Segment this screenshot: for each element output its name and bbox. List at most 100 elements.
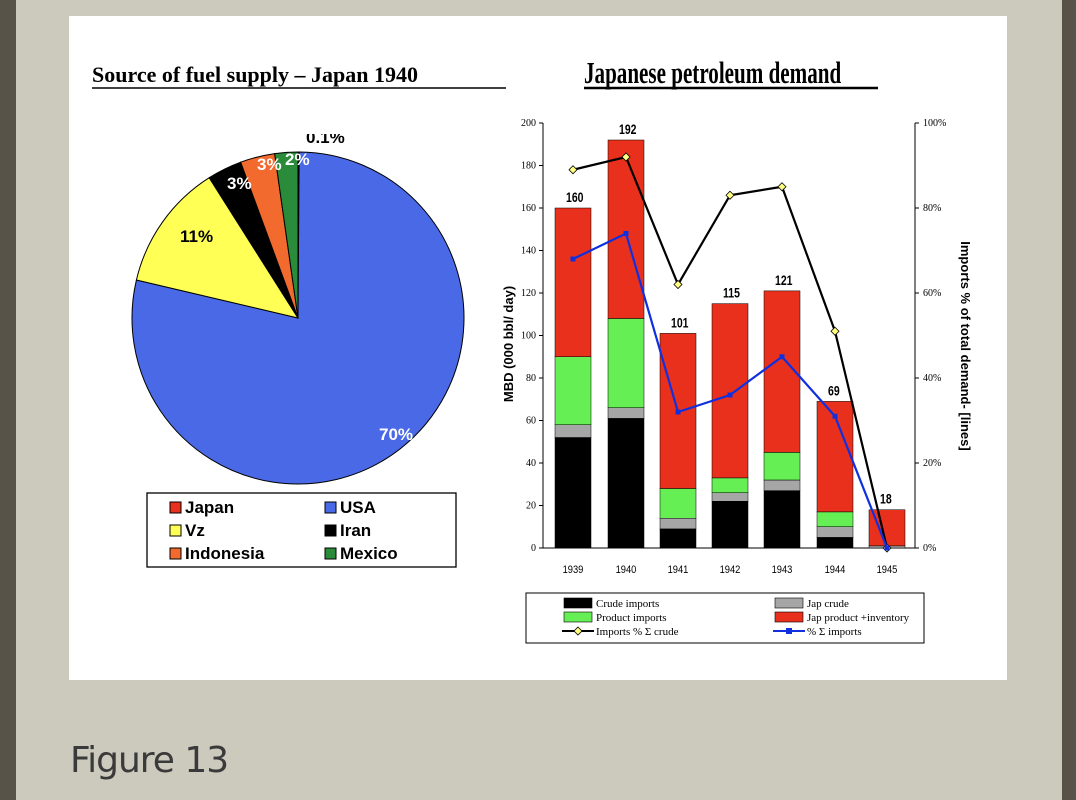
pie-label-usa: 70% <box>379 425 413 444</box>
x-tick-label-1944: 1944 <box>825 564 846 576</box>
bar-segment-jap-crude-1942 <box>711 492 749 502</box>
y-tick-label: 40 <box>526 458 536 469</box>
line-point-imports-total-1941 <box>675 409 681 415</box>
bar-segment-jap-crude-1944 <box>816 526 854 538</box>
line-point-imports-total-1942 <box>727 392 733 398</box>
pie-legend-label-indonesia: Indonesia <box>185 544 265 563</box>
y-tick-label: 20 <box>526 501 536 512</box>
bar-legend-swatch-product-imports <box>563 611 593 623</box>
bar-segment-product-imports-1944 <box>816 511 854 527</box>
y-tick-label: 80 <box>526 373 536 384</box>
pie-label-vz: 11% <box>180 227 213 246</box>
bar-segment-jap-product-inventory-1939 <box>554 207 592 357</box>
pie-legend-swatch-vz <box>169 524 182 537</box>
x-tick-label-1939: 1939 <box>563 564 584 576</box>
y2-axis-label: Imports % of total demand- [lines] <box>958 241 973 450</box>
line-point-imports-crude-1941 <box>673 279 683 290</box>
bar-segment-jap-product-inventory-1940 <box>607 139 645 319</box>
pie-legend-label-mexico: Mexico <box>340 544 398 563</box>
bar-segment-jap-product-inventory-1942 <box>711 303 749 479</box>
bar-legend-swatch-jap-crude <box>774 597 804 609</box>
bar-legend-label-crude-imports: Crude imports <box>596 598 659 610</box>
bar-segment-product-imports-1939 <box>554 356 592 425</box>
y2-tick-label: 0% <box>923 543 936 554</box>
y2-tick-label: 60% <box>923 288 941 299</box>
line-point-imports-total-1945 <box>884 545 890 551</box>
y-tick-label: 100 <box>521 331 536 342</box>
bar-segment-jap-crude-1940 <box>607 407 645 419</box>
bar-segment-product-imports-1943 <box>763 452 801 481</box>
pie-legend-label-usa: USA <box>340 498 376 517</box>
line-point-imports-crude-1942 <box>725 190 735 200</box>
y2-tick-label: 40% <box>923 373 941 384</box>
bar-legend-label-jap-crude: Jap crude <box>807 598 849 610</box>
y2-tick-label: 80% <box>923 203 941 214</box>
pie-legend-swatch-usa <box>324 501 337 514</box>
y-tick-label: 160 <box>521 203 536 214</box>
bar-segment-jap-crude-1943 <box>763 479 801 491</box>
x-tick-label-1943: 1943 <box>772 564 793 576</box>
bar-segment-jap-product-inventory-1944 <box>816 401 854 513</box>
line-point-imports-total-1943 <box>779 354 785 360</box>
figure-card: Source of fuel supply – Japan 1940 0.1% 70… <box>69 16 1007 680</box>
bar-total-label-1943: 121 <box>775 272 793 288</box>
x-tick-label-1945: 1945 <box>877 564 898 576</box>
bar-legend-swatch-crude-imports <box>563 597 593 609</box>
pie-legend-swatch-japan <box>169 501 182 514</box>
line-point-imports-crude-1940 <box>621 152 631 162</box>
bar-total-label-1940: 192 <box>619 122 637 138</box>
pie-legend-label-vz: Vz <box>185 521 205 540</box>
line-point-imports-crude-1939 <box>568 165 578 175</box>
bar-total-label-1944: 69 <box>828 383 840 399</box>
bar-legend-box <box>525 592 925 644</box>
pie-legend-label-iran: Iran <box>340 521 371 540</box>
y-tick-label: 120 <box>521 288 536 299</box>
pie-legend-swatch-mexico <box>324 547 337 560</box>
y-tick-label: 140 <box>521 246 536 257</box>
y-axis-label: MBD (000 bbl/ day) <box>501 286 516 402</box>
pie-legend-swatch-iran <box>324 524 337 537</box>
pie-legend-label-japan: Japan <box>185 498 234 517</box>
bar-legend-swatch-jap-product-inventory <box>774 611 804 623</box>
y2-tick-label: 20% <box>923 458 941 469</box>
bar-segment-product-imports-1940 <box>607 318 645 408</box>
pie-label-indonesia: 3% <box>257 155 282 174</box>
pie-label-mexico: 2% <box>285 150 310 169</box>
y-tick-label: 60 <box>526 416 536 427</box>
figure-caption: Figure 13 <box>70 740 229 781</box>
bar-segment-crude-imports-1940 <box>607 418 645 549</box>
bar-total-label-1939: 160 <box>566 190 584 206</box>
bar-total-label-1942: 115 <box>723 285 740 301</box>
y-tick-label: 200 <box>521 118 536 129</box>
bar-title: Japanese petroleum demand <box>584 55 841 90</box>
pie-group <box>131 151 465 485</box>
bar-segment-crude-imports-1941 <box>659 528 697 549</box>
x-tick-label-1942: 1942 <box>720 564 741 576</box>
line-point-imports-total-1944 <box>832 413 838 419</box>
line-point-imports-crude-1944 <box>830 326 840 336</box>
bar-total-label-1945: 18 <box>880 491 892 507</box>
bar-segment-crude-imports-1943 <box>763 490 801 549</box>
bar-segment-crude-imports-1942 <box>711 501 749 549</box>
line-point-imports-total-1939 <box>570 256 576 262</box>
y-tick-label: 180 <box>521 161 536 172</box>
x-tick-label-1941: 1941 <box>668 564 689 576</box>
bar-total-label-1941: 101 <box>671 315 689 331</box>
pie-label-iran: 3% <box>227 174 252 193</box>
pie-slice-mexico <box>274 151 299 319</box>
bar-segment-crude-imports-1939 <box>554 437 592 549</box>
bar-legend-label-jap-product-inventory: Jap product +inventory <box>807 612 910 624</box>
bar-segment-jap-crude-1939 <box>554 424 592 438</box>
y-tick-label: 0 <box>531 543 536 554</box>
y2-tick-label: 100% <box>923 118 946 129</box>
line-point-imports-total-1940 <box>623 231 629 236</box>
pie-label-japan: 0.1% <box>306 128 345 147</box>
bar-legend-marker--imports <box>786 628 792 634</box>
x-tick-label-1940: 1940 <box>616 564 637 576</box>
pie-title: Source of fuel supply – Japan 1940 <box>92 62 418 87</box>
line-point-imports-crude-1943 <box>777 182 787 192</box>
pie-legend-swatch-indonesia <box>169 547 182 560</box>
bar-legend-label-product-imports: Product imports <box>596 612 667 624</box>
pie-slice-vz <box>135 177 300 319</box>
figure-svg: Source of fuel supply – Japan 1940 0.1% 70… <box>92 55 973 644</box>
